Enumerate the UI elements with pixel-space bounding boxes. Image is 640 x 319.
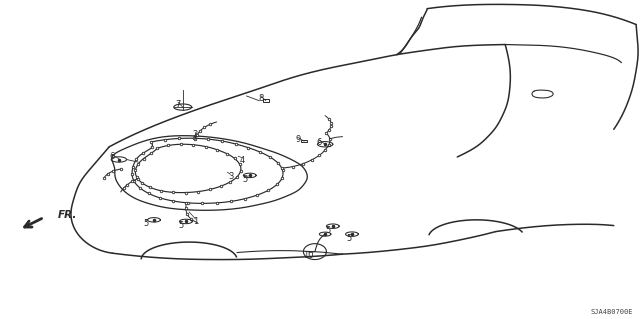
Text: 5: 5	[178, 221, 184, 230]
Text: 5: 5	[143, 219, 149, 228]
Text: 3: 3	[228, 173, 234, 182]
Text: 6: 6	[316, 137, 321, 146]
Text: 2: 2	[193, 130, 198, 139]
Text: 9: 9	[295, 135, 300, 144]
Text: 5: 5	[325, 226, 330, 234]
Text: 5: 5	[346, 234, 351, 243]
Text: SJA4B0700E: SJA4B0700E	[591, 309, 633, 315]
Text: 5: 5	[242, 175, 247, 184]
Text: 8: 8	[259, 94, 264, 103]
Text: 1: 1	[193, 217, 198, 226]
Text: 4: 4	[239, 156, 244, 165]
Text: 6: 6	[110, 152, 115, 161]
Bar	[301, 140, 307, 142]
Text: 10: 10	[303, 251, 314, 260]
Text: 7: 7	[175, 100, 181, 109]
Bar	[262, 100, 269, 102]
Text: FR.: FR.	[58, 210, 77, 220]
